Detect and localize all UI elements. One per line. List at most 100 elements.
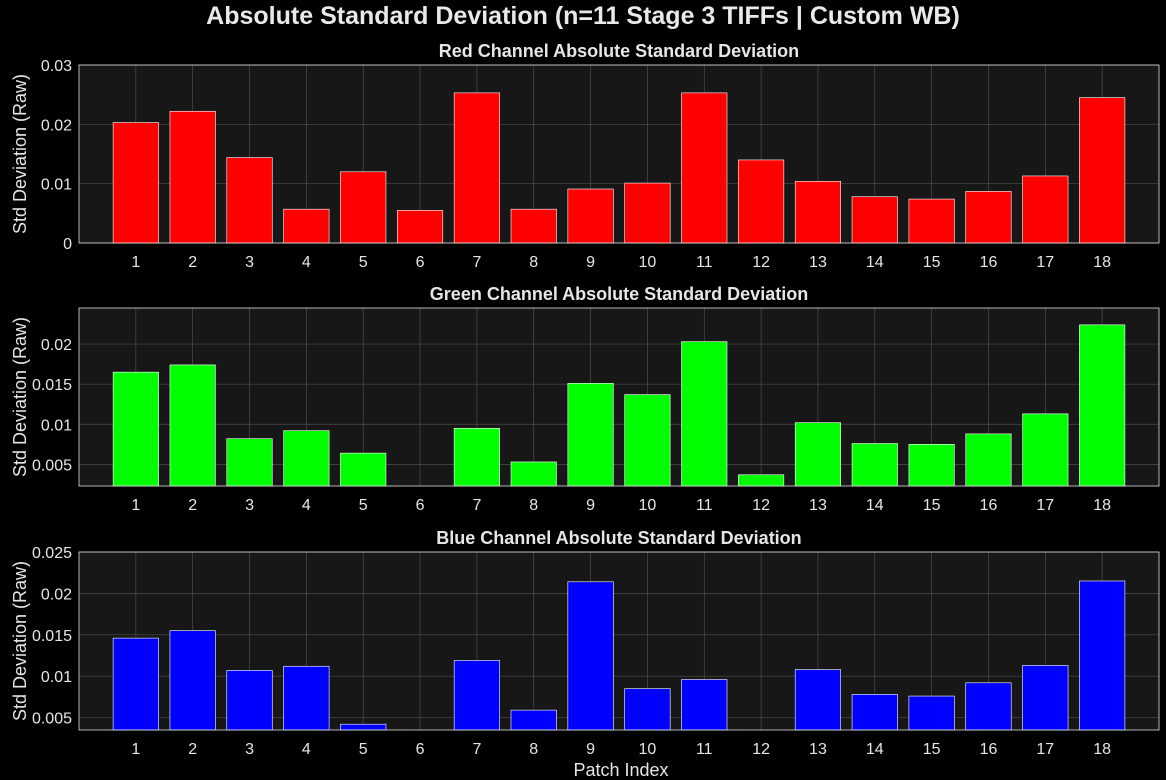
bar-10: [624, 394, 671, 487]
panel-3: 1 2 3 4 5 6 7 8 9 10 11 12 13 14 15 16 17 180.0050.010.01…: [10, 528, 1160, 758]
bar-6: [397, 210, 444, 244]
y-axis-label: Std Deviation (Raw): [10, 74, 30, 234]
x-tick-label: 13: [809, 254, 827, 271]
x-tick-label: 17: [1036, 741, 1054, 758]
x-tick-label: 15: [923, 497, 941, 514]
bar-4: [283, 430, 330, 487]
bar-15: [908, 198, 955, 244]
figure-title: Absolute Standard Deviation (n=11 Stage …: [206, 2, 960, 30]
bar-13: [794, 180, 841, 244]
x-tick-label: 13: [809, 497, 827, 514]
bar-5: [340, 723, 387, 731]
x-tick-label: 6: [416, 254, 425, 271]
x-tick-label: 4: [302, 497, 311, 514]
y-axis-label: Std Deviation (Raw): [10, 561, 30, 721]
panel-1: 1 2 3 4 5 6 7 8 9 10 11 12 13 14 15 16 17 1800.010.020.03…: [10, 41, 1160, 271]
bar-8: [510, 208, 557, 244]
x-tick-label: 7: [472, 254, 481, 271]
y-tick-label: 0.01: [41, 669, 72, 686]
bar-3: [226, 157, 273, 244]
x-tick-label: 17: [1036, 497, 1054, 514]
x-tick-label: 12: [752, 741, 770, 758]
y-tick-label: 0.01: [41, 177, 72, 194]
x-tick-label: 12: [752, 254, 770, 271]
x-tick-label: 3: [245, 497, 254, 514]
bar-13: [794, 669, 841, 731]
bar-11: [681, 341, 728, 487]
x-tick-label: 18: [1093, 497, 1111, 514]
y-tick-label: 0.01: [41, 417, 72, 434]
x-tick-label: 3: [245, 741, 254, 758]
x-tick-label: 14: [866, 254, 884, 271]
bar-18: [1079, 97, 1126, 244]
x-tick-label: 7: [472, 741, 481, 758]
bar-9: [567, 581, 614, 731]
y-tick-label: 0: [63, 236, 72, 253]
bar-16: [965, 433, 1012, 487]
y-tick-label: 0.005: [32, 711, 72, 728]
bar-1: [112, 371, 159, 487]
x-tick-label: 2: [188, 741, 197, 758]
x-tick-label: 11: [696, 497, 713, 514]
x-tick-label: 14: [866, 741, 884, 758]
x-tick-label: 17: [1036, 254, 1054, 271]
x-tick-label: 3: [245, 254, 254, 271]
x-tick-label: 1: [131, 254, 140, 271]
x-tick-label: 16: [980, 254, 998, 271]
x-tick-label: 8: [529, 254, 538, 271]
x-tick-label: 11: [696, 741, 713, 758]
bar-17: [1022, 175, 1069, 244]
y-tick-label: 0.005: [32, 457, 72, 474]
y-tick-label: 0.02: [41, 586, 72, 603]
bar-14: [851, 694, 898, 731]
axes-frame: [78, 64, 1160, 244]
y-tick-label: 0.015: [32, 377, 72, 394]
panel-title: Green Channel Absolute Standard Deviatio…: [430, 284, 808, 304]
bar-14: [851, 196, 898, 244]
x-tick-label: 13: [809, 741, 827, 758]
bar-1: [112, 122, 159, 244]
bar-2: [169, 110, 216, 244]
bar-16: [965, 191, 1012, 244]
x-tick-label: 6: [416, 497, 425, 514]
bar-17: [1022, 665, 1069, 731]
y-tick-label: 0.015: [32, 628, 72, 645]
y-tick-label: 0.02: [41, 337, 72, 354]
y-axis-label: Std Deviation (Raw): [10, 317, 30, 477]
x-tick-label: 9: [586, 741, 595, 758]
bar-14: [851, 443, 898, 487]
bar-7: [453, 427, 500, 487]
bar-1: [112, 637, 159, 731]
bar-12: [738, 474, 785, 487]
bar-17: [1022, 413, 1069, 487]
x-tick-label: 11: [696, 254, 713, 271]
bar-8: [510, 461, 557, 487]
x-tick-label: 5: [359, 497, 368, 514]
x-axis-label: Patch Index: [573, 760, 668, 780]
x-tick-label: 2: [188, 254, 197, 271]
bar-16: [965, 682, 1012, 731]
x-tick-label: 8: [529, 741, 538, 758]
x-tick-label: 16: [980, 497, 998, 514]
bar-7: [453, 660, 500, 731]
x-tick-label: 1: [131, 741, 140, 758]
bar-10: [624, 688, 671, 731]
bar-5: [340, 171, 387, 244]
x-tick-label: 1: [131, 497, 140, 514]
bar-3: [226, 438, 273, 487]
bar-2: [169, 630, 216, 731]
panel-2: 1 2 3 4 5 6 7 8 9 10 11 12 13 14 15 16 17 180.0050.010.01…: [10, 284, 1160, 514]
bar-11: [681, 679, 728, 731]
x-tick-label: 15: [923, 741, 941, 758]
bar-18: [1079, 324, 1126, 487]
y-tick-label: 0.02: [41, 117, 72, 134]
x-tick-label: 10: [639, 741, 657, 758]
x-tick-label: 4: [302, 254, 311, 271]
bar-3: [226, 670, 273, 731]
axes-frame: [78, 307, 1160, 487]
y-tick-label: 0.03: [41, 58, 72, 75]
bar-12: [738, 159, 785, 244]
x-tick-label: 16: [980, 741, 998, 758]
